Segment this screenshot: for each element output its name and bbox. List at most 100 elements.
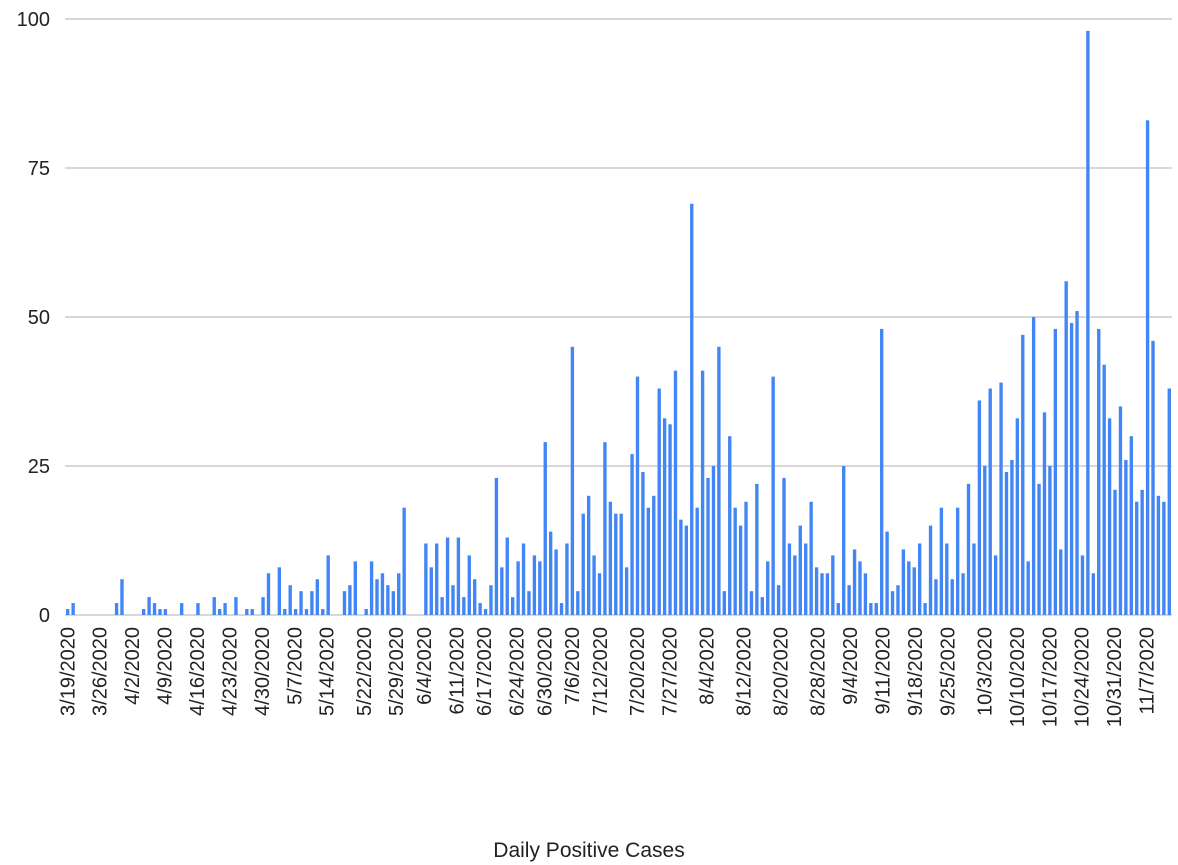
bar [1091,573,1095,615]
bar [532,555,537,615]
bar [66,609,70,615]
bar [402,507,406,615]
bar [234,597,238,615]
x-tick-label: 3/19/2020 [57,627,79,716]
x-tick-label: 6/4/2020 [414,627,436,705]
bar [923,603,927,615]
bar [1113,489,1117,615]
bar [912,567,916,615]
bar [928,525,933,615]
x-tick-label: 6/24/2020 [507,627,529,716]
bar [71,603,75,615]
bar [326,555,330,615]
bar [1064,281,1068,615]
x-tick-label: 6/11/2020 [446,627,468,715]
bar [1156,495,1161,615]
bar [548,531,553,615]
bar [212,597,216,615]
x-tick-label: 5/29/2020 [386,627,408,716]
bar [462,597,466,615]
bar [695,507,699,615]
bar [179,603,184,615]
bar [299,591,303,615]
x-tick-label: 4/23/2020 [219,627,241,716]
y-axis-tick-labels: 0 25 50 75 100 [17,9,50,627]
bar [852,549,857,615]
bar [586,495,591,615]
x-tick-label: 9/4/2020 [840,627,862,705]
bar [196,603,200,615]
bar [901,549,906,615]
x-tick-label: 11/7/2020 [1137,627,1159,715]
bar [445,537,450,615]
bar [1140,489,1144,615]
bar [364,609,368,615]
bar [473,579,477,615]
bar [706,477,710,615]
bar [478,603,482,615]
bar [1037,483,1041,615]
bar [945,543,949,615]
bar [842,466,846,615]
y-tick-label: 25 [28,456,50,478]
bar [1075,311,1079,615]
bar [1021,334,1025,615]
x-axis-tick-labels: 3/19/2020 3/26/2020 4/2/2020 4/9/2020 4/16/2… [57,627,1158,727]
bar [538,561,542,615]
bar [988,388,992,615]
x-tick-label: 4/16/2020 [187,627,209,716]
bar [380,573,385,615]
bar [1124,460,1128,615]
y-tick-label: 100 [17,9,50,31]
bar [793,555,797,615]
bar [869,603,873,615]
bar [369,561,374,615]
bar [749,591,754,615]
x-tick-label: 7/12/2020 [590,627,612,716]
bar [288,585,292,615]
bar [397,573,401,615]
bar [1107,418,1112,615]
bar [467,555,471,615]
bar [771,376,775,615]
bar [874,603,878,615]
bar [147,597,151,615]
bar [782,477,786,615]
x-tick-label: 7/6/2020 [562,627,584,705]
bar [1059,549,1063,615]
bar [494,477,499,615]
bar [516,561,520,615]
bar [1026,561,1030,615]
bar [391,591,395,615]
bar [559,603,564,615]
bar [315,579,320,615]
bar [820,573,824,615]
bar [1031,317,1036,615]
bar [760,597,764,615]
bar [896,585,900,615]
bar [679,519,683,615]
bar [456,537,461,615]
bar [993,555,998,615]
bar [1167,388,1171,615]
x-tick-label: 9/11/2020 [873,627,895,715]
x-tick-label: 10/24/2020 [1072,627,1094,727]
bar [581,513,585,615]
bars [66,30,1171,616]
bar [700,370,705,615]
bar [543,442,547,615]
bar [619,513,623,615]
y-tick-label: 75 [28,158,50,180]
bar [158,609,162,615]
y-tick-label: 50 [28,307,50,329]
bar [690,203,694,615]
bar [342,591,347,615]
bar [521,543,526,615]
bar [711,466,716,615]
bar [310,591,314,615]
bar [1151,340,1155,615]
x-tick-label: 10/10/2020 [1007,627,1029,727]
bar [608,501,613,615]
bar [1080,555,1085,615]
